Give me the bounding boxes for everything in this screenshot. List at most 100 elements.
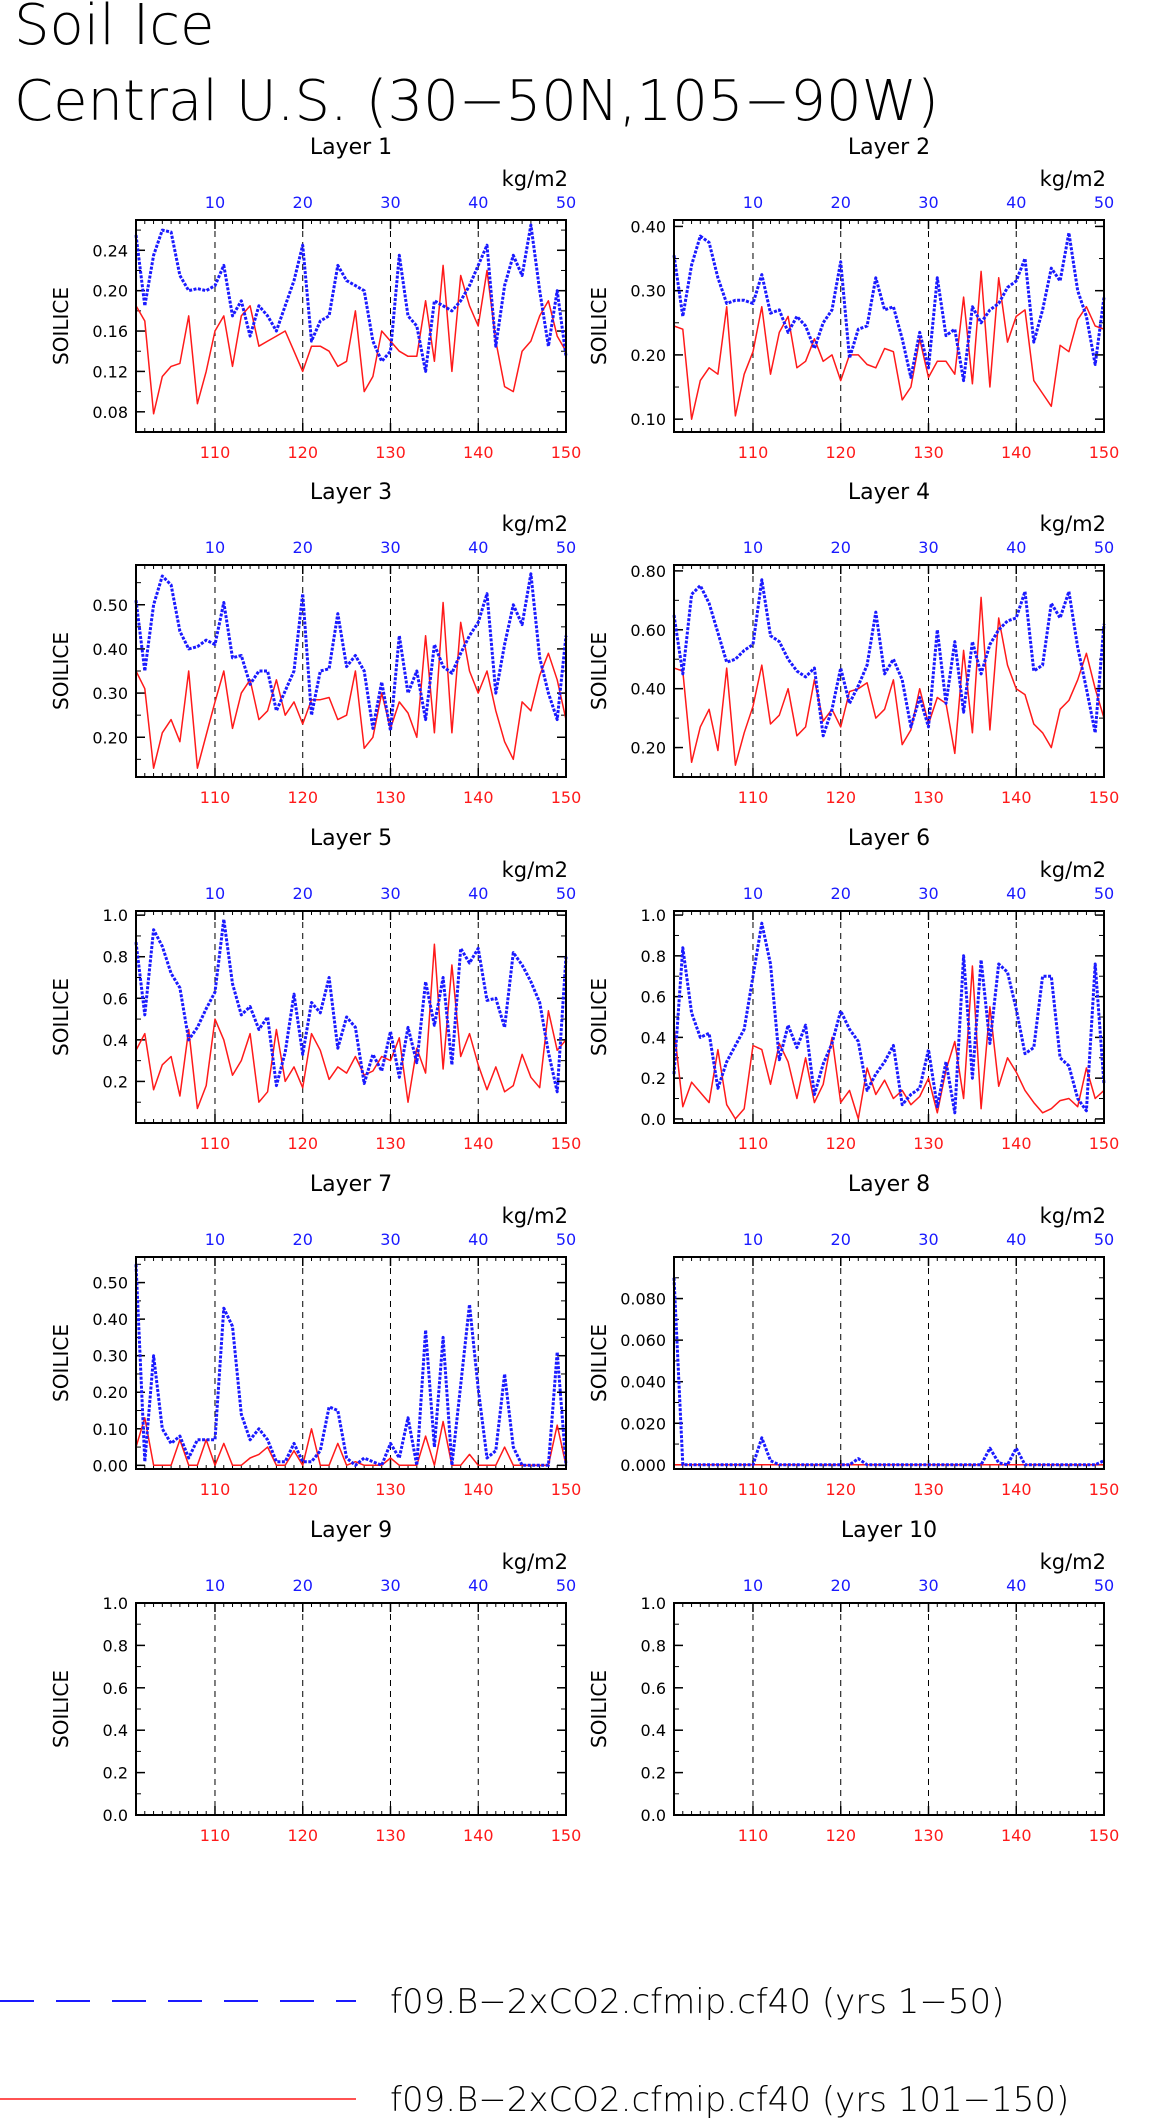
y-tick-label: 0.000 [620, 1456, 666, 1475]
x-tick-label-bottom: 130 [913, 1480, 944, 1499]
top-axis-unit: kg/m2 [502, 1550, 568, 1574]
x-tick-label-bottom: 110 [200, 443, 231, 462]
y-tick-label: 0.080 [620, 1290, 666, 1309]
x-tick-label-top: 20 [831, 538, 851, 557]
x-tick-label-top: 40 [1006, 538, 1026, 557]
panel-title: Layer 4 [848, 480, 930, 505]
x-tick-label-top: 30 [918, 538, 938, 557]
x-tick-label-top: 30 [918, 884, 938, 903]
y-axis-label: SOILICE [587, 978, 611, 1056]
legend-label-series2: f09.B−2xCO2.cfmip.cf40 (yrs 101−150) [390, 2080, 1069, 2120]
x-tick-label-top: 20 [831, 884, 851, 903]
x-tick-label-bottom: 150 [1089, 1480, 1120, 1499]
series-line-yrs-101-150 [673, 965, 1105, 1120]
x-tick-label-top: 50 [1094, 1576, 1114, 1595]
y-tick-label: 1.0 [103, 1594, 128, 1613]
x-tick-label-bottom: 120 [287, 788, 318, 807]
x-tick-label-top: 40 [1006, 193, 1026, 212]
y-tick-label: 0.4 [103, 1721, 128, 1740]
x-tick-label-bottom: 150 [551, 1826, 582, 1845]
panel-title: Layer 10 [841, 1518, 937, 1543]
x-tick-label-bottom: 140 [463, 1134, 494, 1153]
panel-title: Layer 8 [848, 1172, 930, 1197]
series-line-yrs-101-150 [135, 1417, 567, 1467]
y-tick-label: 0.4 [641, 1028, 666, 1047]
chart-panel: Layer 1 kg/m2 SOILICE 110 10 120 20 130 30 140 40 1… [49, 135, 581, 462]
x-tick-label-bottom: 140 [1001, 788, 1032, 807]
panel-title: Layer 9 [310, 1518, 392, 1543]
top-axis-unit: kg/m2 [1040, 512, 1106, 536]
y-axis-label: SOILICE [587, 1670, 611, 1748]
y-tick-label: 1.0 [103, 906, 128, 925]
series-line-yrs-101-150 [135, 264, 567, 415]
x-tick-label-top: 10 [743, 884, 763, 903]
chart-panel: Layer 8 kg/m2 SOILICE 110 10 120 20 130 30 140 40 1… [587, 1172, 1119, 1499]
x-tick-label-top: 50 [556, 884, 576, 903]
y-tick-label: 0.08 [92, 403, 128, 422]
series-line-yrs-1-50 [672, 1277, 1105, 1467]
plot-frame [673, 564, 1105, 778]
y-tick-label: 0.20 [92, 282, 128, 301]
x-tick-label-bottom: 150 [1089, 443, 1120, 462]
y-tick-label: 0.30 [92, 1347, 128, 1366]
y-tick-label: 0.040 [620, 1373, 666, 1392]
x-tick-label-top: 50 [556, 1576, 576, 1595]
y-axis-label: SOILICE [587, 632, 611, 710]
top-axis-unit: kg/m2 [1040, 1550, 1106, 1574]
y-tick-label: 0.2 [641, 1764, 666, 1783]
y-axis-label: SOILICE [49, 1324, 73, 1402]
x-tick-label-bottom: 120 [825, 1826, 856, 1845]
y-tick-label: 0.50 [92, 596, 128, 615]
x-tick-label-top: 40 [468, 1230, 488, 1249]
x-tick-label-bottom: 120 [825, 788, 856, 807]
x-tick-label-bottom: 120 [287, 1826, 318, 1845]
panel-title: Layer 1 [310, 135, 392, 160]
x-tick-label-top: 20 [293, 1576, 313, 1595]
panel-title: Layer 7 [310, 1172, 392, 1197]
x-tick-label-top: 30 [380, 1230, 400, 1249]
y-tick-label: 0.8 [103, 948, 128, 967]
panel-grid: Layer 1 kg/m2 SOILICE 110 10 120 20 130 30 140 40 1… [49, 135, 1119, 1845]
x-tick-label-bottom: 120 [287, 1480, 318, 1499]
y-axis-label: SOILICE [587, 287, 611, 365]
chart-panel: Layer 7 kg/m2 SOILICE 110 10 120 20 130 30 140 40 1… [49, 1172, 581, 1499]
plot-frame [135, 564, 567, 778]
series-line-yrs-1-50 [672, 231, 1106, 383]
x-tick-label-bottom: 130 [375, 1480, 406, 1499]
top-axis-unit: kg/m2 [502, 512, 568, 536]
x-tick-label-top: 10 [743, 538, 763, 557]
x-tick-label-top: 50 [1094, 538, 1114, 557]
x-tick-label-bottom: 130 [913, 1134, 944, 1153]
y-tick-label: 0.50 [92, 1274, 128, 1293]
x-tick-label-bottom: 110 [200, 1826, 231, 1845]
panel-title: Layer 2 [848, 135, 930, 160]
x-tick-label-top: 50 [556, 193, 576, 212]
panel-title: Layer 5 [310, 826, 392, 851]
x-tick-label-bottom: 120 [287, 443, 318, 462]
x-tick-label-bottom: 150 [1089, 788, 1120, 807]
x-tick-label-top: 10 [743, 193, 763, 212]
chart-panel: Layer 4 kg/m2 SOILICE 110 10 120 20 130 30 140 40 1… [587, 480, 1119, 807]
x-tick-label-top: 10 [205, 193, 225, 212]
top-axis-unit: kg/m2 [1040, 858, 1106, 882]
y-tick-label: 0.12 [92, 362, 128, 381]
y-tick-label: 0.4 [103, 1031, 128, 1050]
series-line-yrs-1-50 [672, 921, 1106, 1115]
series-line-yrs-101-150 [135, 943, 567, 1110]
y-tick-label: 1.0 [641, 1594, 666, 1613]
x-tick-label-bottom: 140 [1001, 443, 1032, 462]
x-tick-label-top: 40 [468, 884, 488, 903]
plot-frame [135, 1602, 567, 1816]
x-tick-label-bottom: 110 [738, 1134, 769, 1153]
x-tick-label-top: 30 [380, 1576, 400, 1595]
y-tick-label: 0.8 [641, 1636, 666, 1655]
x-tick-label-bottom: 120 [825, 1480, 856, 1499]
x-tick-label-top: 30 [380, 193, 400, 212]
x-tick-label-top: 10 [205, 538, 225, 557]
series-line-yrs-101-150 [135, 601, 567, 769]
y-tick-label: 0.6 [103, 1679, 128, 1698]
y-tick-label: 0.24 [92, 241, 128, 260]
x-tick-label-top: 50 [556, 538, 576, 557]
y-tick-label: 0.4 [641, 1721, 666, 1740]
x-tick-label-bottom: 140 [463, 1480, 494, 1499]
